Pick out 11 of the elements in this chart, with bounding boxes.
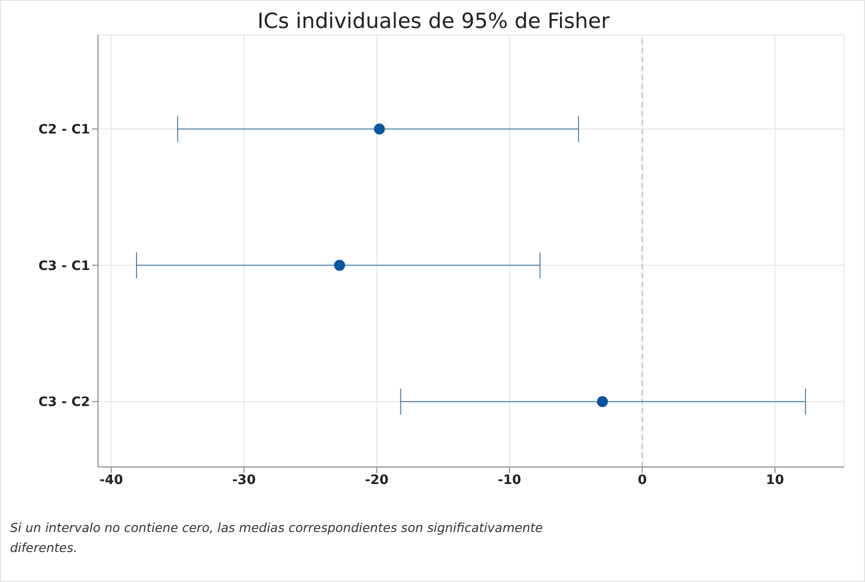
- chart-title: ICs individuales de 95% de Fisher: [256, 9, 611, 33]
- x-tick-label: -30: [232, 473, 256, 488]
- x-tick-label: -20: [365, 473, 389, 488]
- text: Si un intervalo no contiene cero, las medias correspondientes son significativamente diferentes.: [10, 519, 544, 557]
- x-tick-label: 0: [638, 473, 647, 488]
- y-tick-label: C3 - C1: [38, 258, 90, 274]
- x-tick-label: 10: [766, 473, 784, 488]
- x-tick-label: -10: [498, 473, 522, 488]
- x-tick-label: -40: [100, 473, 124, 488]
- y-tick-label: C3 - C2: [38, 395, 90, 410]
- y-tick-label: C2 - C1: [38, 122, 90, 138]
